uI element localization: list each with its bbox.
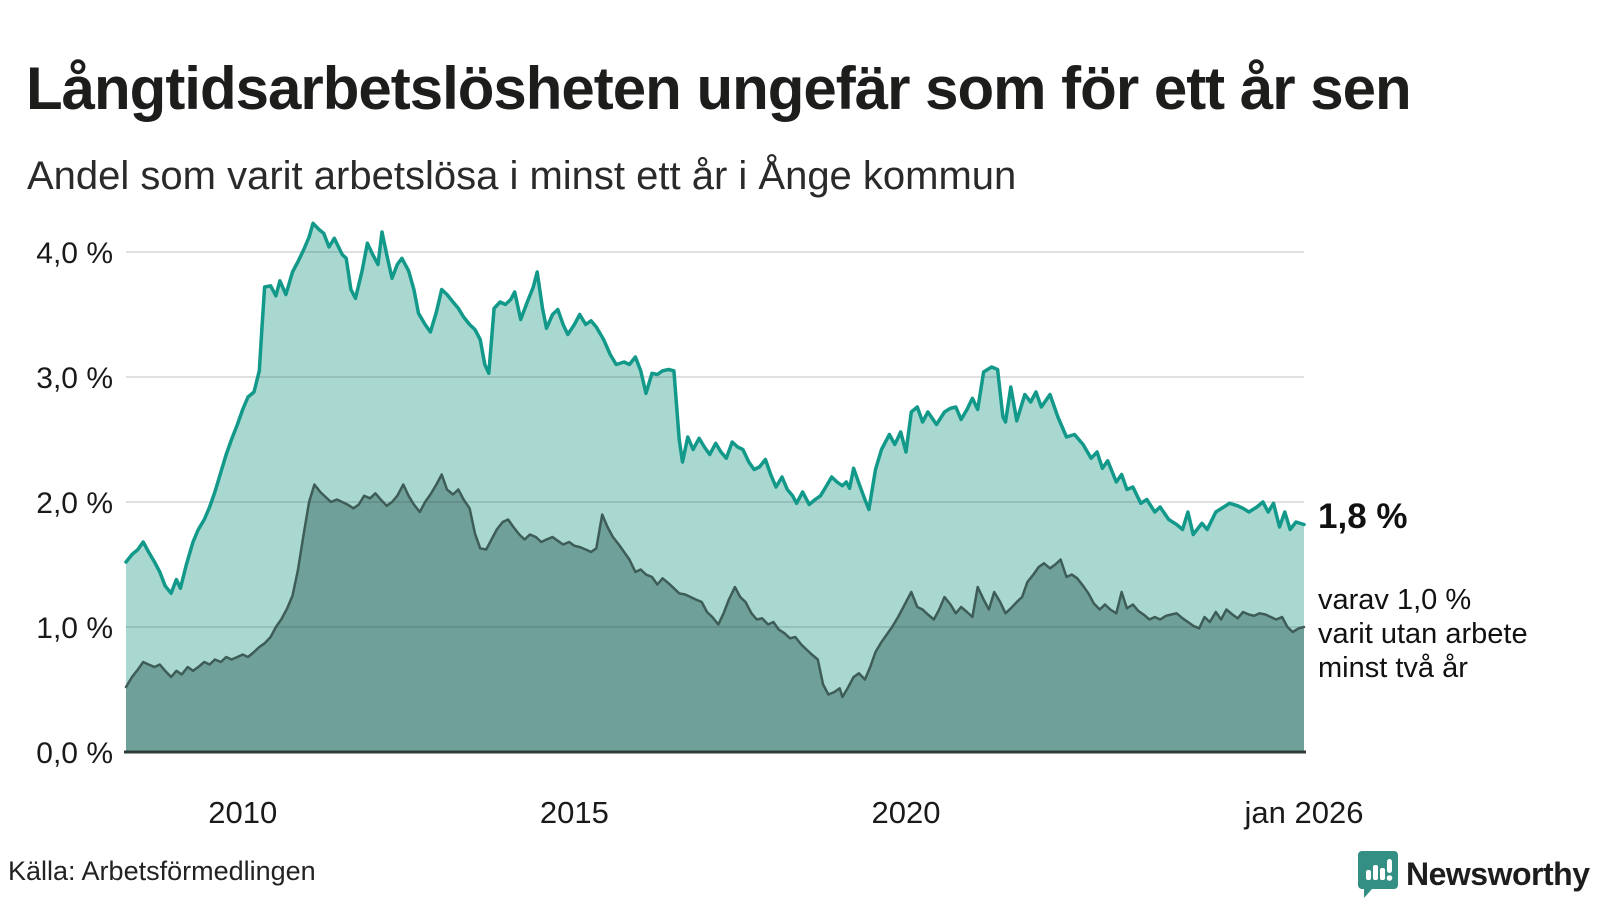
x-tick-label: 2015 (540, 795, 609, 830)
y-tick-label: 1,0 % (36, 612, 113, 645)
page-title: Långtidsarbetslösheten ungefär som för e… (26, 55, 1412, 123)
latest-subvalue-annotation: varav 1,0 % varit utan arbete minst två … (1318, 583, 1528, 685)
y-tick-label: 2,0 % (36, 487, 113, 520)
x-tick-label: 2010 (208, 795, 277, 830)
annotation-line: minst två år (1318, 652, 1468, 684)
annotation-line: varit utan arbete (1318, 618, 1528, 650)
gridlines (126, 251, 1304, 628)
page-subtitle: Andel som varit arbetslösa i minst ett å… (27, 154, 1017, 198)
lower-series-area (126, 474, 1304, 752)
newsworthy-wordmark: Newsworthy (1406, 856, 1590, 892)
x-axis-labels: 2010 2015 2020 jan 2026 (208, 795, 1363, 830)
upper-series-line (124, 221, 1306, 596)
newsworthy-brand: Newsworthy (1358, 851, 1590, 898)
lower-series-line (124, 473, 1306, 699)
newsworthy-logo-icon (1358, 851, 1398, 898)
source-credit: Källa: Arbetsförmedlingen (8, 856, 316, 886)
annotation-line: varav 1,0 % (1318, 584, 1472, 616)
x-tick-label: 2020 (872, 795, 941, 830)
y-tick-label: 3,0 % (36, 362, 113, 395)
latest-value-label: 1,8 % (1318, 497, 1408, 536)
y-tick-label: 0,0 % (36, 737, 113, 770)
y-tick-label: 4,0 % (36, 237, 113, 270)
y-axis-labels: 0,0 % 1,0 % 2,0 % 3,0 % 4,0 % (36, 237, 113, 770)
x-tick-label: jan 2026 (1244, 795, 1364, 830)
